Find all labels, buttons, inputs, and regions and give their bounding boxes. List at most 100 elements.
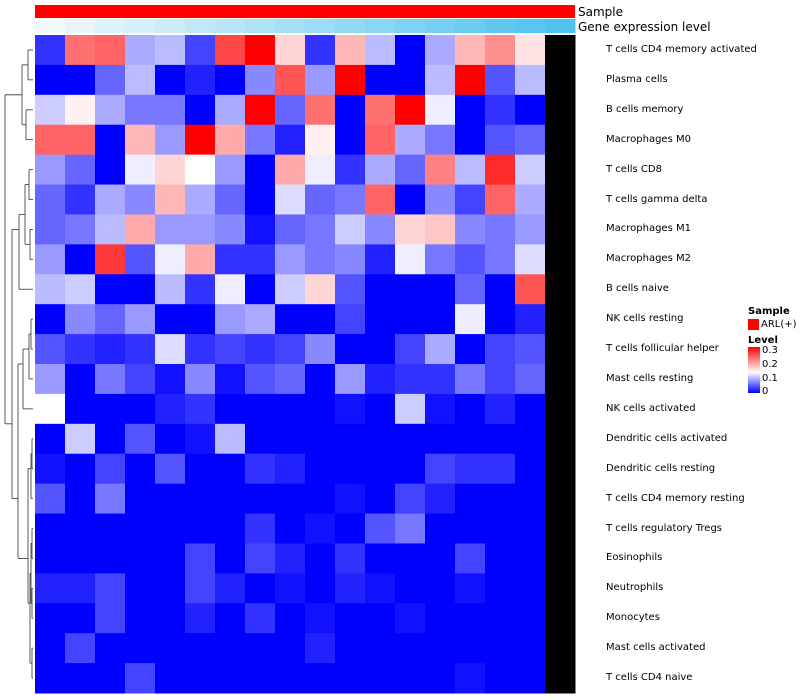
- heatmap-cell: [65, 214, 96, 245]
- heatmap-cell: [215, 513, 246, 544]
- heatmap-cell: [95, 35, 126, 66]
- heatmap-cell: [245, 483, 276, 515]
- heatmap-cell: [515, 483, 546, 515]
- heatmap-cell: [35, 364, 66, 395]
- heatmap-cell: [155, 543, 186, 574]
- row-label: T cells CD4 naive: [606, 672, 693, 684]
- sample-annotation-bar: [35, 5, 575, 18]
- heatmap-cell: [305, 483, 336, 515]
- heatmap-cell: [35, 633, 66, 664]
- heatmap-cell: [425, 94, 456, 126]
- heatmap-cell: [365, 124, 396, 156]
- heatmap-cell: [455, 483, 486, 515]
- legend-tick-0: 0: [762, 386, 769, 397]
- heatmap-cell: [485, 364, 516, 395]
- heatmap-cell: [305, 124, 336, 156]
- heatmap-cell: [95, 274, 126, 305]
- heatmap-cell: [155, 214, 186, 245]
- heatmap-cell: [65, 334, 96, 365]
- heatmap-cell: [335, 573, 366, 604]
- heatmap-cell: [185, 35, 216, 66]
- expression-annotation-cell: [305, 19, 336, 33]
- heatmap-cell: [485, 35, 516, 66]
- heatmap-cell: [425, 184, 456, 215]
- heatmap-cell: [215, 244, 246, 275]
- heatmap-cell: [545, 573, 576, 604]
- heatmap-cell: [365, 603, 396, 634]
- expression-annotation-cell: [275, 19, 306, 33]
- heatmap-cell: [185, 364, 216, 395]
- heatmap-cell: [215, 543, 246, 574]
- heatmap-cell: [425, 334, 456, 365]
- heatmap-cell: [515, 513, 546, 544]
- heatmap-cell: [95, 64, 126, 96]
- expression-annotation-cell: [215, 19, 246, 33]
- row-label: Mast cells resting: [606, 372, 694, 384]
- heatmap-cell: [365, 214, 396, 245]
- heatmap-cell: [455, 244, 486, 275]
- heatmap-cell: [185, 423, 216, 455]
- heatmap-cell: [485, 513, 516, 544]
- heatmap-cell: [425, 64, 456, 96]
- heatmap-cell: [515, 64, 546, 96]
- row-label: NK cells resting: [606, 313, 684, 325]
- heatmap-cell: [455, 663, 486, 694]
- heatmap-cell: [65, 453, 96, 485]
- heatmap-cell: [215, 603, 246, 634]
- heatmap-cell: [515, 453, 546, 485]
- heatmap-cell: [455, 274, 486, 305]
- heatmap-cell: [545, 244, 576, 275]
- heatmap-cell: [395, 483, 426, 515]
- heatmap-cell: [65, 274, 96, 305]
- heatmap-cell: [275, 393, 306, 425]
- heatmap-cell: [515, 573, 546, 604]
- heatmap-cell: [185, 124, 216, 156]
- heatmap-cell: [35, 304, 66, 335]
- heatmap-cell: [395, 423, 426, 455]
- heatmap-cell: [275, 184, 306, 215]
- heatmap-cell: [155, 274, 186, 305]
- heatmap-cell: [455, 214, 486, 245]
- heatmap-cell: [365, 453, 396, 485]
- heatmap-cell: [305, 304, 336, 335]
- heatmap-cell: [155, 64, 186, 96]
- heatmap-cell: [395, 184, 426, 215]
- heatmap-cell: [215, 663, 246, 694]
- heatmap-cell: [155, 35, 186, 66]
- heatmap-cell: [485, 214, 516, 245]
- heatmap-cell: [65, 124, 96, 156]
- heatmap-cell: [95, 124, 126, 156]
- heatmap-cell: [425, 35, 456, 66]
- heatmap-cell: [335, 64, 366, 96]
- legend-tick-0-1: 0.1: [762, 373, 778, 384]
- heatmap-cell: [425, 244, 456, 275]
- heatmap-cell: [215, 35, 246, 66]
- heatmap-cell: [155, 453, 186, 485]
- heatmap-cell: [395, 154, 426, 186]
- heatmap-cell: [125, 573, 156, 604]
- heatmap-cell: [125, 244, 156, 275]
- heatmap-cell: [125, 274, 156, 305]
- heatmap-cell: [275, 35, 306, 66]
- expression-annotation-cell: [185, 19, 216, 33]
- heatmap-cell: [65, 35, 96, 66]
- row-label: T cells CD4 memory resting: [606, 492, 745, 504]
- heatmap-cell: [545, 543, 576, 574]
- heatmap-cell: [485, 274, 516, 305]
- heatmap-cell: [275, 513, 306, 544]
- heatmap-cell: [515, 304, 546, 335]
- heatmap-cell: [245, 663, 276, 694]
- heatmap-cell: [485, 393, 516, 425]
- heatmap-cell: [365, 513, 396, 544]
- heatmap-cell: [395, 453, 426, 485]
- heatmap-cell: [305, 543, 336, 574]
- heatmap-cell: [335, 663, 366, 694]
- heatmap-cell: [155, 364, 186, 395]
- heatmap-cell: [365, 64, 396, 96]
- legend-tick-0-3: 0.3: [762, 345, 778, 356]
- heatmap-cell: [455, 334, 486, 365]
- heatmap-cell: [95, 423, 126, 455]
- heatmap-cell: [545, 64, 576, 96]
- heatmap-cell: [215, 304, 246, 335]
- heatmap-cell: [305, 214, 336, 245]
